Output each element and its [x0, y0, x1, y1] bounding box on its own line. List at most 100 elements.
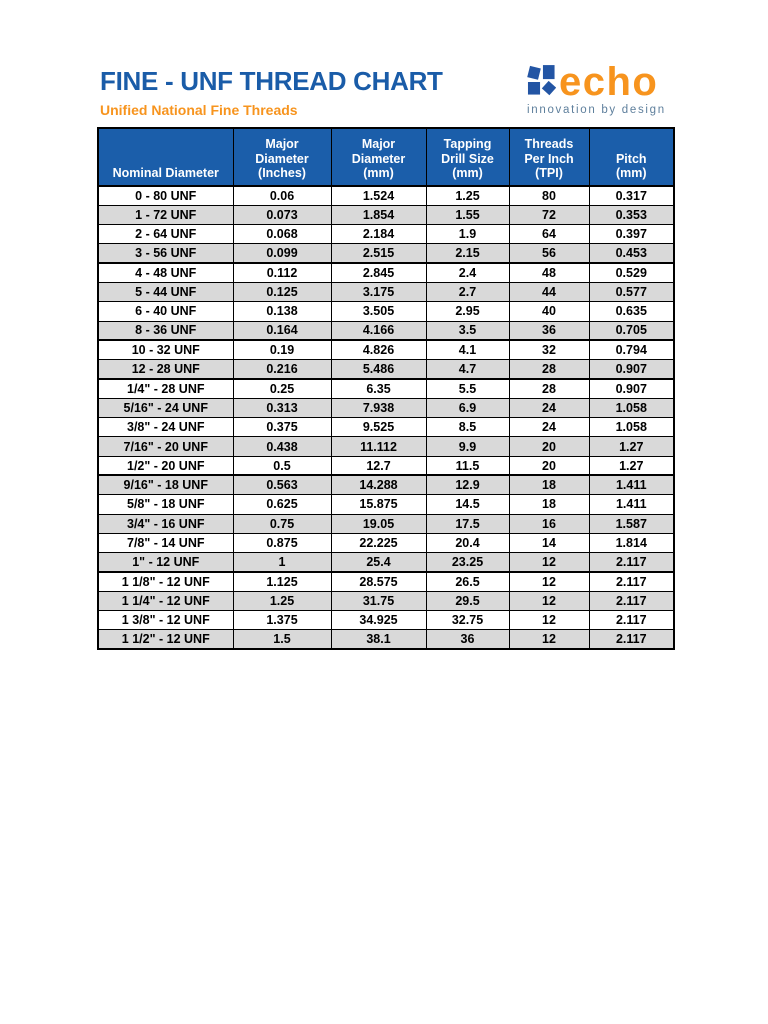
table-cell: 4.1 [425, 339, 510, 361]
table-cell: 4.166 [330, 320, 427, 341]
table-cell: 1/2" - 20 UNF [97, 455, 234, 476]
table-cell: 12 [508, 552, 590, 573]
table-cell: 34.925 [330, 610, 427, 631]
table-cell: 2.95 [425, 301, 510, 322]
table-cell: 0 - 80 UNF [97, 185, 234, 206]
table-cell: 0.794 [588, 339, 675, 361]
table-cell: 1/4" - 28 UNF [97, 377, 234, 399]
table-cell: 0.635 [588, 301, 675, 322]
table-cell: 28 [508, 377, 590, 399]
table-row: 5 - 44 UNF 0.125 3.175 2.7 44 0.577 [97, 281, 675, 303]
table-cell: 0.75 [232, 513, 332, 534]
table-cell: 56 [508, 243, 590, 264]
table-cell: 0.353 [588, 204, 675, 226]
table-cell: 2.7 [425, 281, 510, 303]
table-body: 0 - 80 UNF 0.06 1.524 1.25 80 0.317 1 - 72 UNF… [97, 185, 675, 650]
table-cell: 2.117 [588, 590, 675, 612]
table-cell: 2.184 [330, 224, 427, 245]
table-cell: 1.375 [232, 610, 332, 631]
table-cell: 0.068 [232, 224, 332, 245]
unf-thread-table: Nominal Diameter Major Diameter (Inches)… [97, 127, 675, 651]
table-cell: 2.117 [588, 629, 675, 650]
table-cell: 12 [508, 590, 590, 612]
table-cell: 16 [508, 513, 590, 534]
table-cell: 0.112 [232, 262, 332, 283]
table-cell: 0.529 [588, 262, 675, 283]
table-cell: 10 - 32 UNF [97, 339, 234, 361]
table-cell: 5.486 [330, 359, 427, 380]
table-cell: 0.19 [232, 339, 332, 361]
table-cell: 11.5 [425, 455, 510, 476]
table-cell: 1 1/2" - 12 UNF [97, 629, 234, 650]
pinwheel-squares-icon [527, 65, 556, 96]
table-header: Nominal Diameter Major Diameter (Inches)… [97, 127, 675, 187]
table-cell: 8.5 [425, 417, 510, 438]
table-cell: 9.525 [330, 417, 427, 438]
table-cell: 7.938 [330, 397, 427, 419]
table-row: 3/4" - 16 UNF 0.75 19.05 17.5 16 1.587 [97, 513, 675, 534]
table-row: 9/16" - 18 UNF 0.563 14.288 12.9 18 1.411 [97, 474, 675, 496]
table-row: 1/2" - 20 UNF 0.5 12.7 11.5 20 1.27 [97, 455, 675, 476]
table-row: 1" - 12 UNF 1 25.4 23.25 12 2.117 [97, 552, 675, 573]
table-cell: 20.4 [425, 532, 510, 554]
table-cell: 0.907 [588, 377, 675, 399]
table-cell: 3.505 [330, 301, 427, 322]
table-cell: 18 [508, 494, 590, 515]
table-cell: 1.411 [588, 494, 675, 515]
table-cell: 32 [508, 339, 590, 361]
table-cell: 2.117 [588, 552, 675, 573]
header-pitch: Pitch (mm) [588, 127, 675, 187]
table-cell: 1 [232, 552, 332, 573]
table-cell: 0.073 [232, 204, 332, 226]
table-cell: 2.4 [425, 262, 510, 283]
table-cell: 12.9 [425, 474, 510, 496]
table-cell: 7/16" - 20 UNF [97, 436, 234, 457]
table-row: 5/8" - 18 UNF 0.625 15.875 14.5 18 1.411 [97, 494, 675, 515]
table-cell: 12 [508, 570, 590, 592]
table-cell: 5/8" - 18 UNF [97, 494, 234, 515]
table-row: 10 - 32 UNF 0.19 4.826 4.1 32 0.794 [97, 339, 675, 361]
table-row: 0 - 80 UNF 0.06 1.524 1.25 80 0.317 [97, 185, 675, 206]
table-cell: 5/16" - 24 UNF [97, 397, 234, 419]
table-cell: 3/4" - 16 UNF [97, 513, 234, 534]
table-cell: 1.25 [232, 590, 332, 612]
table-cell: 18 [508, 474, 590, 496]
table-cell: 1.411 [588, 474, 675, 496]
table-cell: 22.225 [330, 532, 427, 554]
table-cell: 0.625 [232, 494, 332, 515]
table-row: 1 1/4" - 12 UNF 1.25 31.75 29.5 12 2.117 [97, 590, 675, 612]
table-row: 12 - 28 UNF 0.216 5.486 4.7 28 0.907 [97, 359, 675, 380]
table-cell: 0.099 [232, 243, 332, 264]
table-cell: 1 1/8" - 12 UNF [97, 570, 234, 592]
logo-wordmark: echo [559, 60, 659, 104]
table-cell: 64 [508, 224, 590, 245]
table-cell: 0.563 [232, 474, 332, 496]
table-cell: 12 [508, 610, 590, 631]
table-cell: 0.216 [232, 359, 332, 380]
table-cell: 40 [508, 301, 590, 322]
table-cell: 24 [508, 397, 590, 419]
header-nominal-diameter: Nominal Diameter [97, 127, 234, 187]
table-cell: 80 [508, 185, 590, 206]
table-cell: 5 - 44 UNF [97, 281, 234, 303]
table-cell: 1.587 [588, 513, 675, 534]
table-cell: 36 [425, 629, 510, 650]
table-cell: 0.138 [232, 301, 332, 322]
table-cell: 0.5 [232, 455, 332, 476]
table-cell: 0.25 [232, 377, 332, 399]
table-cell: 0.577 [588, 281, 675, 303]
table-row: 5/16" - 24 UNF 0.313 7.938 6.9 24 1.058 [97, 397, 675, 419]
table-cell: 25.4 [330, 552, 427, 573]
table-cell: 12 [508, 629, 590, 650]
table-cell: 48 [508, 262, 590, 283]
table-cell: 28 [508, 359, 590, 380]
table-cell: 38.1 [330, 629, 427, 650]
table-row: 8 - 36 UNF 0.164 4.166 3.5 36 0.705 [97, 320, 675, 341]
table-cell: 1 1/4" - 12 UNF [97, 590, 234, 612]
table-cell: 0.705 [588, 320, 675, 341]
table-cell: 5.5 [425, 377, 510, 399]
table-cell: 4.826 [330, 339, 427, 361]
table-cell: 24 [508, 417, 590, 438]
header-tapping-drill-size: Tapping Drill Size (mm) [425, 127, 510, 187]
table-cell: 3/8" - 24 UNF [97, 417, 234, 438]
